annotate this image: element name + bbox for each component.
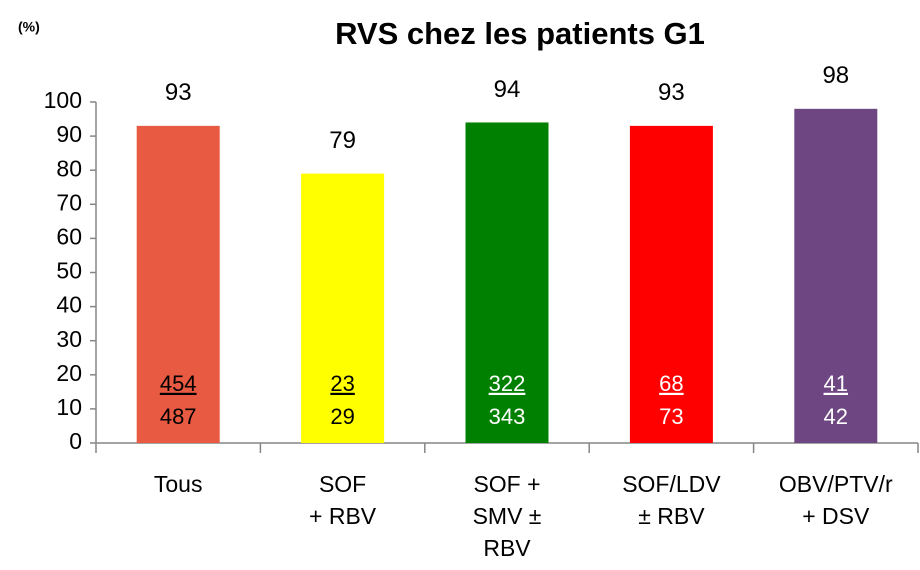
totals-label: 42 xyxy=(824,404,848,429)
totals-label: 29 xyxy=(330,404,354,429)
value-label: 98 xyxy=(822,62,849,89)
y-tick-label: 0 xyxy=(69,428,82,454)
responders-label: 454 xyxy=(160,371,197,396)
bar xyxy=(794,108,878,443)
y-tick-label: 80 xyxy=(56,155,82,181)
bar xyxy=(629,125,713,444)
x-tick-label: SMV ± xyxy=(473,503,542,529)
y-axis-label: (%) xyxy=(18,19,40,35)
bar xyxy=(465,122,549,444)
x-tick-label: + DSV xyxy=(802,503,870,529)
totals-label: 73 xyxy=(659,404,683,429)
bar xyxy=(301,173,385,444)
chart-title: RVS chez les patients G1 xyxy=(335,16,705,51)
x-tick-label: RBV xyxy=(483,535,531,561)
responders-label: 41 xyxy=(824,371,848,396)
totals-label: 343 xyxy=(489,404,526,429)
x-tick-label: SOF xyxy=(319,471,366,497)
x-tick-label: SOF/LDV xyxy=(622,471,721,497)
y-tick-label: 50 xyxy=(56,258,82,284)
value-label: 79 xyxy=(329,127,356,154)
bar xyxy=(136,125,220,444)
y-tick-label: 20 xyxy=(56,360,82,386)
x-tick-label: Tous xyxy=(154,471,203,497)
responders-label: 68 xyxy=(659,371,683,396)
x-tick-label: ± RBV xyxy=(638,503,705,529)
x-tick-label: SOF + xyxy=(473,471,540,497)
responders-label: 322 xyxy=(489,371,526,396)
y-tick-label: 30 xyxy=(56,326,82,352)
responders-label: 23 xyxy=(330,371,354,396)
y-tick-label: 90 xyxy=(56,121,82,147)
x-tick-label: OBV/PTV/r xyxy=(779,471,893,497)
value-label: 93 xyxy=(658,79,685,106)
y-tick-label: 60 xyxy=(56,223,82,249)
y-tick-label: 100 xyxy=(44,87,82,113)
y-tick-label: 70 xyxy=(56,189,82,215)
y-tick-label: 10 xyxy=(56,394,82,420)
value-label: 94 xyxy=(494,76,521,103)
value-label: 93 xyxy=(165,79,192,106)
x-tick-label: + RBV xyxy=(309,503,377,529)
y-tick-label: 40 xyxy=(56,292,82,318)
totals-label: 487 xyxy=(160,404,197,429)
